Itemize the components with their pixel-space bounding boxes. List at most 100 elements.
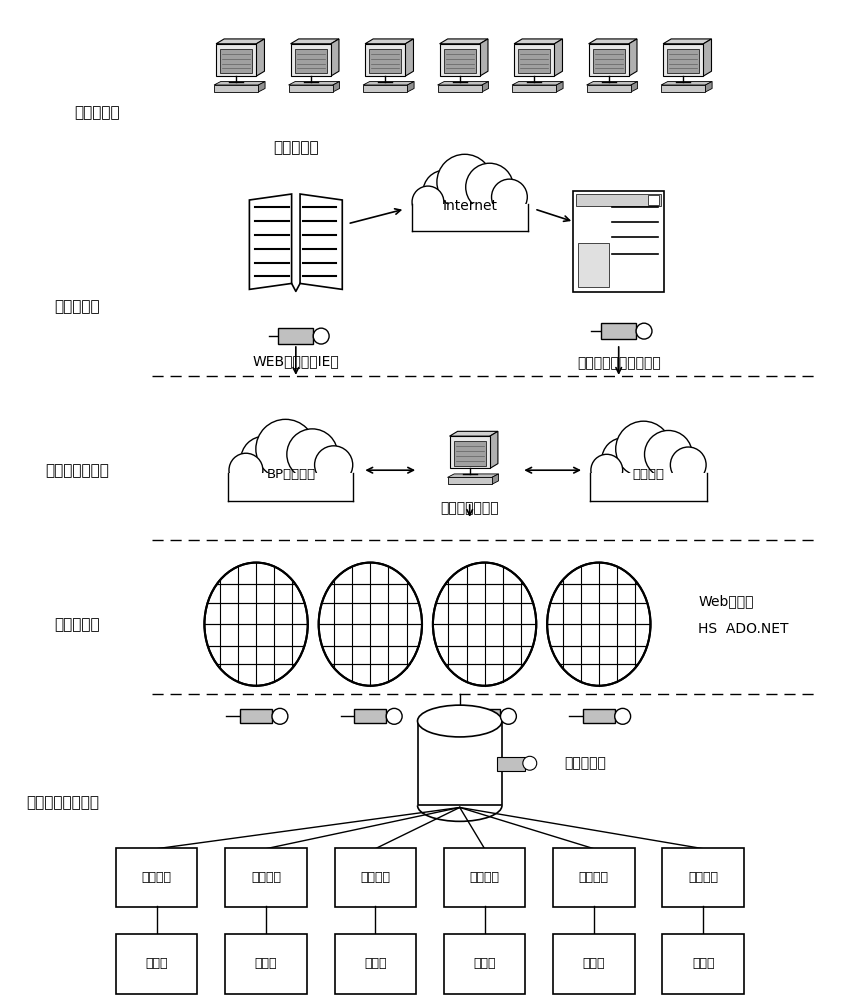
Circle shape [602,438,646,481]
Text: HS  ADO.NET: HS ADO.NET [698,622,788,636]
Polygon shape [331,39,339,76]
Polygon shape [258,82,265,92]
Bar [228,473,354,504]
Polygon shape [450,431,498,436]
FancyBboxPatch shape [553,848,635,907]
Ellipse shape [547,563,651,686]
Text: 继电器: 继电器 [692,957,714,970]
Ellipse shape [228,452,354,499]
Text: 继电器状态采集层: 继电器状态采集层 [26,795,99,810]
Circle shape [491,179,528,215]
Circle shape [437,154,493,210]
Text: 状态数据库: 状态数据库 [564,756,606,770]
Bar [290,44,331,76]
Polygon shape [490,431,498,468]
Bar [667,49,700,73]
FancyBboxPatch shape [663,848,744,907]
Polygon shape [492,474,499,484]
Circle shape [522,756,537,770]
Polygon shape [249,194,292,289]
Text: 状态采集: 状态采集 [142,871,172,884]
Circle shape [614,708,630,724]
Bar [369,49,402,73]
Bar [450,436,490,468]
FancyBboxPatch shape [444,848,525,907]
Polygon shape [363,82,414,85]
Circle shape [287,429,338,480]
Circle shape [466,163,513,211]
Circle shape [387,708,402,724]
Bar [578,243,609,287]
Text: 继电器: 继电器 [364,957,387,970]
FancyBboxPatch shape [116,848,197,907]
Circle shape [423,170,467,214]
Bar [295,49,327,73]
Text: 远程调度层: 远程调度层 [74,105,120,120]
FancyBboxPatch shape [225,848,306,907]
Bar [440,44,480,76]
Text: 人工智能学习层: 人工智能学习层 [46,463,109,478]
FancyBboxPatch shape [116,934,197,994]
Circle shape [670,447,706,483]
Circle shape [412,186,444,218]
Circle shape [241,436,288,483]
Text: 继电器: 继电器 [255,957,278,970]
Circle shape [616,421,671,477]
Bar [514,44,555,76]
Polygon shape [663,39,711,44]
Polygon shape [629,39,637,76]
FancyBboxPatch shape [663,934,744,994]
Bar [444,49,476,73]
Bar [663,44,703,76]
Text: WEB浏览器（IE）: WEB浏览器（IE） [252,354,339,368]
Polygon shape [512,82,563,85]
Text: 状态采集: 状态采集 [251,871,281,884]
Bar [354,709,387,723]
Bar [214,85,258,92]
Polygon shape [257,39,264,76]
Text: 继电器: 继电器 [582,957,605,970]
Text: Web服务器: Web服务器 [698,594,754,608]
Ellipse shape [591,452,706,499]
Bar [418,721,502,805]
Bar [576,194,662,206]
Bar [587,85,631,92]
Polygon shape [440,39,488,44]
FancyBboxPatch shape [444,934,525,994]
Text: BP神经网络: BP神经网络 [267,468,316,481]
Polygon shape [706,82,712,92]
Polygon shape [661,82,712,85]
Bar [365,44,405,76]
Circle shape [645,430,692,478]
Circle shape [272,708,288,724]
Polygon shape [365,39,414,44]
Polygon shape [408,82,414,92]
Text: 继电器: 继电器 [473,957,495,970]
Text: 状态采集: 状态采集 [469,871,500,884]
Text: 状态采集: 状态采集 [688,871,718,884]
FancyBboxPatch shape [553,934,635,994]
Polygon shape [631,82,637,92]
Polygon shape [447,474,499,477]
Bar [512,85,556,92]
Text: 状态采集: 状态采集 [360,871,390,884]
Ellipse shape [418,705,502,737]
Bar [661,85,706,92]
Text: 实时显示数据库服务器: 实时显示数据库服务器 [576,356,661,370]
Polygon shape [556,82,563,92]
Bar [220,49,252,73]
Ellipse shape [319,563,422,686]
Bar [279,328,313,344]
Bar [518,49,550,73]
FancyBboxPatch shape [334,848,416,907]
Text: 分类模型: 分类模型 [632,468,664,481]
Bar [216,44,257,76]
Polygon shape [405,39,414,76]
Polygon shape [290,39,339,44]
Ellipse shape [433,563,536,686]
Bar [363,85,408,92]
Polygon shape [289,82,339,85]
Polygon shape [333,82,339,92]
FancyBboxPatch shape [225,934,306,994]
Bar [437,85,482,92]
